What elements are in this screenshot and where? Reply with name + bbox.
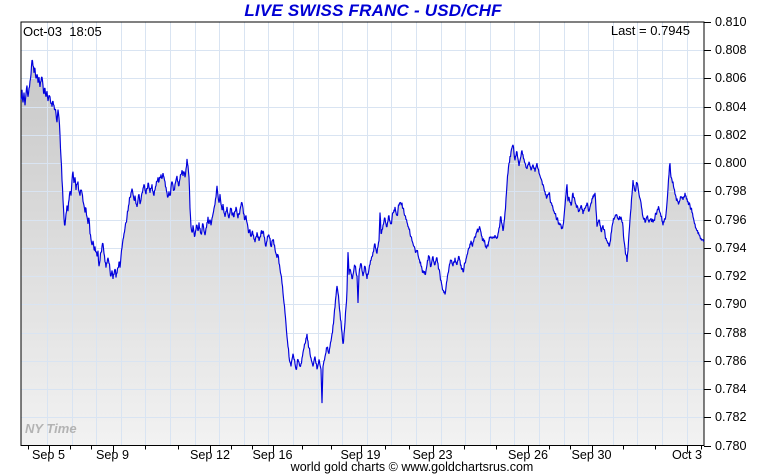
gridlines (21, 22, 704, 446)
y-tick-label: 0.780 (715, 438, 747, 453)
y-tick-label: 0.796 (715, 212, 747, 227)
y-tick-label: 0.790 (715, 297, 747, 312)
y-tick-label: 0.800 (715, 156, 747, 171)
x-tick-label: Sep 30 (571, 448, 612, 462)
price-area (21, 60, 704, 446)
y-tick-label: 0.788 (715, 325, 747, 340)
x-tick-label: Oct 3 (671, 448, 703, 462)
x-tick-label: Sep 12 (190, 448, 230, 462)
footer-credit: world gold charts © www.goldchartsrus.co… (290, 460, 534, 474)
x-tick-label: Sep 19 (340, 448, 381, 462)
y-tick-label: 0.798 (715, 184, 747, 199)
x-tick-label: Sep 26 (508, 448, 548, 462)
plot-border (20, 21, 705, 446)
price-line (20, 59, 705, 404)
y-tick-label: 0.806 (715, 71, 747, 86)
x-tick-label: Sep 23 (412, 448, 453, 462)
y-tick-label: 0.810 (715, 15, 747, 29)
last-price-label: Last = 0.7945 (610, 23, 690, 38)
y-tick-label: 0.786 (715, 353, 747, 368)
axis-ticks (28, 22, 711, 453)
chart-title: LIVE SWISS FRANC - USD/CHF (244, 1, 502, 20)
x-tick-label: Sep 5 (32, 448, 65, 462)
timestamp-label: Oct-03 18:05 (23, 24, 102, 39)
ny-time-label: NY Time (25, 421, 77, 436)
y-tick-label: 0.792 (715, 269, 747, 284)
y-tick-label: 0.802 (715, 127, 747, 142)
y-tick-label: 0.808 (715, 43, 747, 58)
y-tick-label: 0.794 (715, 240, 747, 255)
y-tick-label: 0.804 (715, 99, 747, 114)
x-tick-label: Sep 9 (96, 448, 129, 462)
y-tick-label: 0.782 (715, 410, 747, 425)
y-tick-label: 0.784 (715, 382, 747, 397)
x-tick-label: Sep 16 (252, 448, 293, 462)
